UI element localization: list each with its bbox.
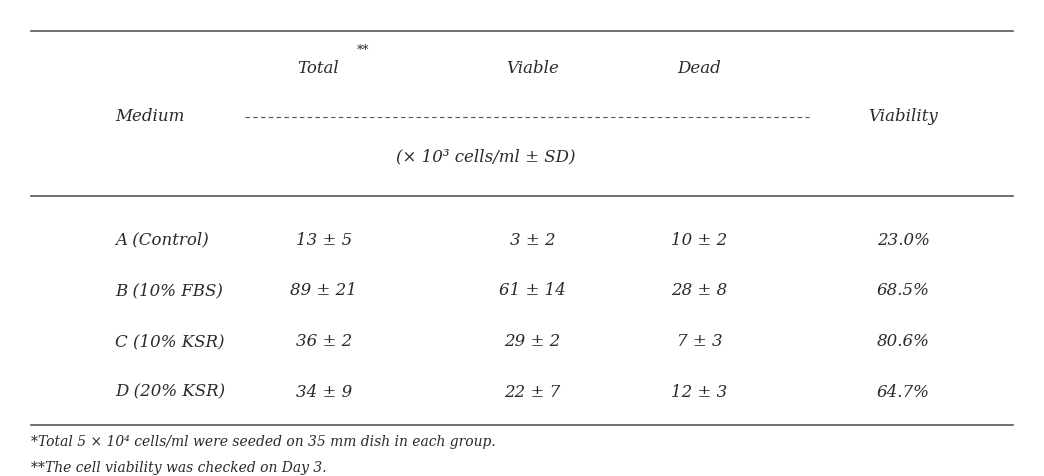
Text: Total: Total <box>298 60 339 77</box>
Text: 89 ± 21: 89 ± 21 <box>290 282 357 299</box>
Text: C (10% KSR): C (10% KSR) <box>115 333 224 350</box>
Text: 13 ± 5: 13 ± 5 <box>295 232 352 248</box>
Text: D (20% KSR): D (20% KSR) <box>115 384 224 401</box>
Text: Viable: Viable <box>506 60 559 77</box>
Text: 61 ± 14: 61 ± 14 <box>499 282 566 299</box>
Text: 10 ± 2: 10 ± 2 <box>671 232 728 248</box>
Text: (× 10³ cells/ml ± SD): (× 10³ cells/ml ± SD) <box>396 148 575 165</box>
Text: A (Control): A (Control) <box>115 232 209 248</box>
Text: 7 ± 3: 7 ± 3 <box>677 333 722 350</box>
Text: 80.6%: 80.6% <box>877 333 929 350</box>
Text: **: ** <box>357 44 370 57</box>
Text: 12 ± 3: 12 ± 3 <box>671 384 728 401</box>
Text: 29 ± 2: 29 ± 2 <box>504 333 561 350</box>
Text: 22 ± 7: 22 ± 7 <box>504 384 561 401</box>
Text: Dead: Dead <box>678 60 721 77</box>
Text: 36 ± 2: 36 ± 2 <box>295 333 352 350</box>
Text: Medium: Medium <box>115 109 184 125</box>
Text: 64.7%: 64.7% <box>877 384 929 401</box>
Text: B (10% FBS): B (10% FBS) <box>115 282 222 299</box>
Text: 3 ± 2: 3 ± 2 <box>509 232 555 248</box>
Text: *Total 5 × 10⁴ cells/ml were seeded on 35 mm dish in each group.: *Total 5 × 10⁴ cells/ml were seeded on 3… <box>31 436 496 449</box>
Text: 23.0%: 23.0% <box>877 232 929 248</box>
Text: 34 ± 9: 34 ± 9 <box>295 384 352 401</box>
Text: **The cell viability was checked on Day 3.: **The cell viability was checked on Day … <box>31 461 327 475</box>
Text: 28 ± 8: 28 ± 8 <box>671 282 728 299</box>
Text: Viability: Viability <box>869 109 938 125</box>
Text: 68.5%: 68.5% <box>877 282 929 299</box>
